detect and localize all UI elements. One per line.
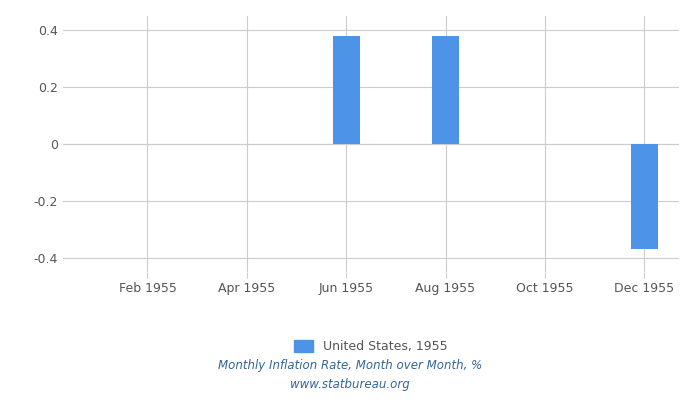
Text: Monthly Inflation Rate, Month over Month, %: Monthly Inflation Rate, Month over Month… bbox=[218, 360, 482, 372]
Text: www.statbureau.org: www.statbureau.org bbox=[290, 378, 410, 391]
Bar bbox=[332, 36, 360, 144]
Bar bbox=[631, 144, 658, 249]
Bar bbox=[432, 36, 459, 144]
Legend: United States, 1955: United States, 1955 bbox=[289, 334, 453, 358]
